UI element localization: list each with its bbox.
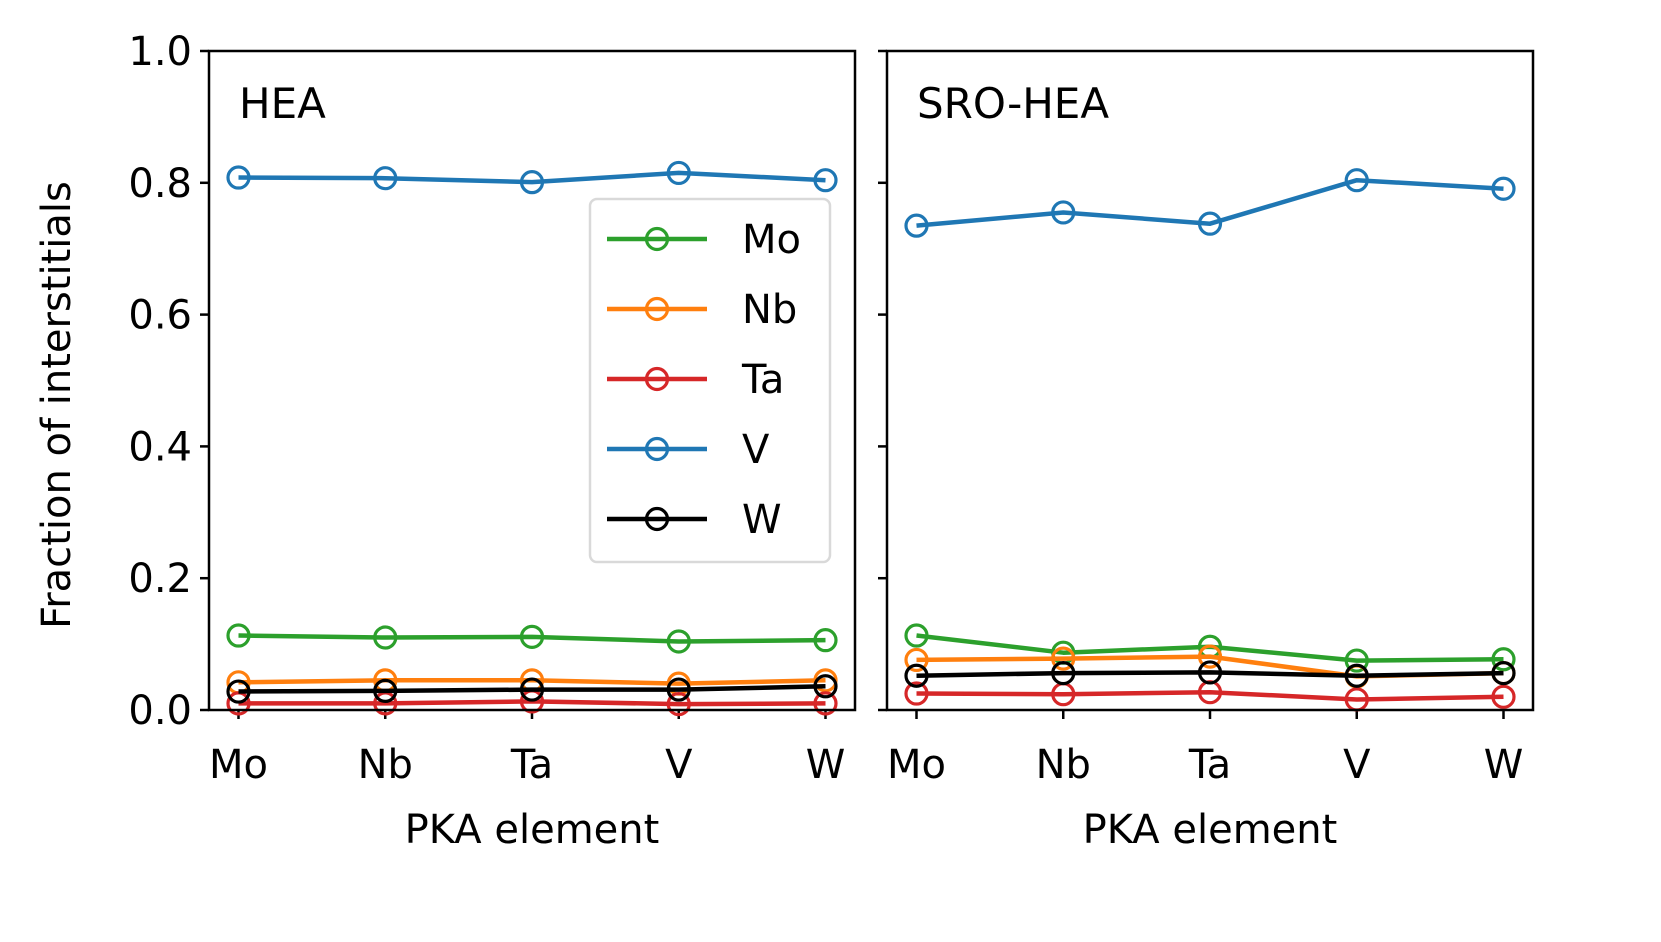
data-point — [1344, 663, 1369, 688]
x-tick-label: Ta — [510, 742, 553, 788]
data-point — [813, 628, 838, 653]
data-point — [813, 674, 838, 699]
legend-entry: Ta — [607, 357, 784, 403]
y-axis-label: Fraction of interstitials — [34, 181, 80, 629]
data-point — [1491, 660, 1516, 686]
y-tick-label: 0.2 — [128, 556, 192, 602]
series-line — [238, 678, 826, 686]
legend-label: W — [742, 497, 782, 543]
x-tick-label: W — [1484, 742, 1524, 788]
series-ta — [904, 680, 1516, 712]
series-line — [238, 699, 826, 707]
legend-entry: W — [607, 497, 782, 543]
x-tick-label: W — [806, 742, 846, 788]
data-point — [226, 623, 251, 648]
legend-marker — [644, 226, 670, 252]
data-point — [1197, 644, 1223, 669]
data-point — [373, 678, 398, 703]
legend: Mo Nb Ta VW — [588, 197, 832, 564]
legend-marker — [644, 436, 670, 462]
x-tick-label: Nb — [1036, 742, 1091, 788]
legend-label: Ta — [741, 357, 784, 403]
axes-frame — [207, 49, 857, 712]
x-tick-label: Nb — [358, 742, 413, 788]
y-tick-label: 1.0 — [128, 29, 192, 75]
data-point — [666, 677, 691, 702]
data-point — [226, 679, 251, 704]
data-point — [1197, 660, 1223, 685]
data-point — [1491, 647, 1516, 672]
data-point — [519, 170, 545, 195]
legend-box — [588, 197, 832, 564]
x-tick-label: Ta — [1188, 742, 1231, 788]
data-point — [1491, 684, 1516, 709]
series-line — [916, 670, 1504, 678]
data-point — [373, 625, 398, 650]
data-point — [1491, 176, 1516, 201]
data-point — [1051, 646, 1076, 671]
x-tick-label: V — [1343, 742, 1371, 788]
data-point — [904, 647, 929, 673]
series-line — [238, 170, 826, 185]
series-mo — [904, 623, 1516, 673]
data-point — [904, 213, 929, 238]
legend-marker — [644, 366, 670, 392]
axes-frame — [885, 49, 1535, 712]
data-point — [519, 624, 545, 649]
panel-label: SRO-HEA — [917, 79, 1109, 128]
legend-label: Nb — [742, 287, 797, 333]
legend-label: Mo — [742, 217, 801, 263]
data-point — [1051, 660, 1076, 686]
series-w — [904, 660, 1516, 688]
data-point — [373, 166, 398, 191]
data-point — [813, 168, 838, 193]
data-point — [666, 691, 691, 717]
series-line — [916, 177, 1504, 228]
y-tick-label: 0.6 — [128, 293, 192, 339]
series-v — [904, 168, 1516, 238]
series-mo — [226, 623, 838, 654]
data-point — [226, 691, 251, 716]
y-tick-label: 0.0 — [128, 688, 192, 734]
series-w — [226, 674, 838, 704]
panel-2: Mo Nb Ta V W SRO-HEA PKA element — [878, 49, 1535, 853]
data-point — [1051, 200, 1076, 225]
data-point — [813, 691, 838, 716]
panel-label: HEA — [239, 79, 326, 128]
data-point — [904, 681, 929, 706]
series-line — [238, 684, 826, 694]
data-point — [904, 623, 929, 648]
legend-entry: Nb — [607, 287, 797, 333]
series-line — [916, 689, 1504, 702]
legend-entry: Mo — [607, 217, 801, 263]
data-point — [666, 629, 691, 654]
series-v — [226, 160, 838, 195]
data-point — [666, 160, 691, 186]
data-point — [1344, 648, 1369, 673]
data-point — [1197, 211, 1223, 236]
data-point — [226, 165, 251, 190]
x-axis-label: PKA element — [405, 807, 660, 853]
x-tick-label: Mo — [209, 742, 268, 788]
x-tick-label: Mo — [887, 742, 946, 788]
legend-entry: V — [607, 427, 770, 473]
legend-label: V — [742, 427, 770, 473]
data-point — [1344, 168, 1369, 193]
y-tick-label: 0.8 — [128, 161, 192, 207]
data-point — [519, 677, 545, 702]
x-tick-label: V — [665, 742, 693, 788]
legend-marker — [644, 296, 670, 322]
legend-marker — [644, 506, 670, 532]
series-line — [238, 633, 826, 644]
x-axis-label: PKA element — [1083, 807, 1338, 853]
y-tick-label: 0.4 — [128, 424, 192, 470]
data-point — [904, 663, 929, 688]
